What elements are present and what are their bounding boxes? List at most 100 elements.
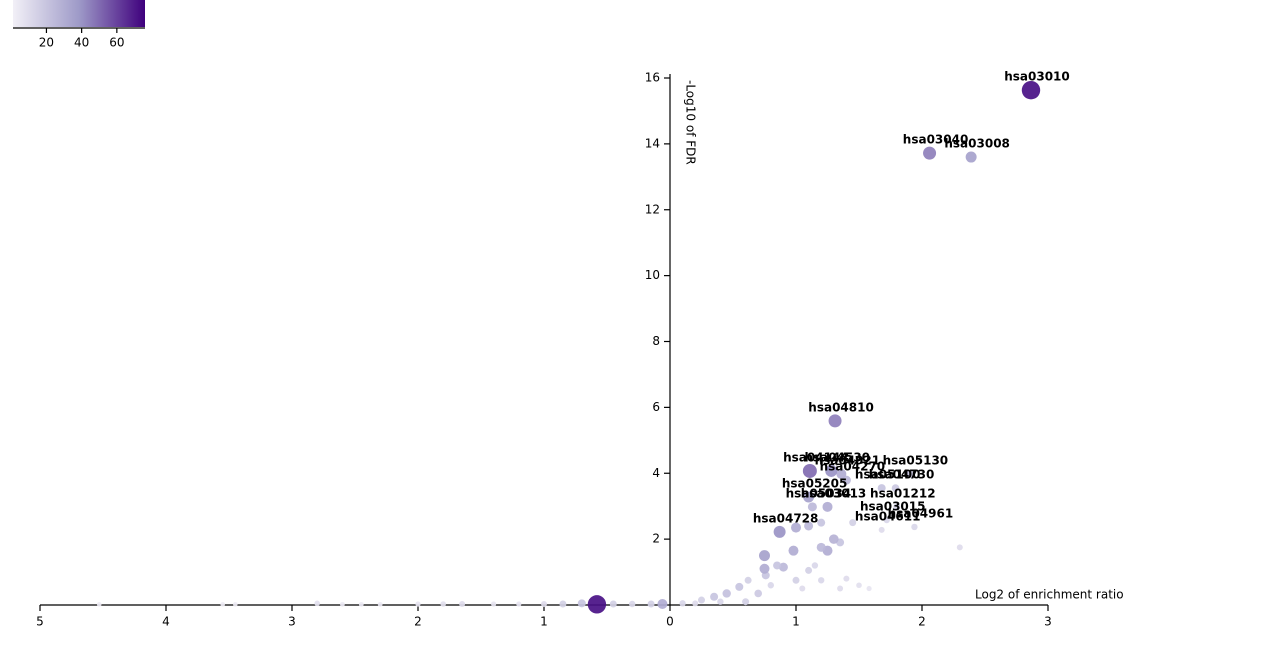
x-tick-label: 3: [288, 615, 296, 629]
point: [905, 469, 914, 478]
point: [836, 468, 847, 479]
point: [609, 600, 617, 608]
x-tick-label: 4: [162, 615, 170, 629]
x-tick-label: 5: [36, 615, 44, 629]
point: [541, 601, 547, 608]
y-tick-label: 8: [652, 334, 660, 348]
point-label: hsa03010: [1004, 70, 1070, 84]
point: [829, 534, 839, 544]
point: [828, 414, 842, 428]
point: [792, 576, 800, 584]
point: [807, 502, 817, 512]
y-tick-label: 2: [652, 532, 660, 546]
point: [717, 598, 724, 605]
point: [759, 550, 770, 562]
point: [710, 592, 719, 601]
point: [849, 519, 857, 527]
point: [923, 146, 937, 160]
point: [893, 503, 901, 511]
y-tick-label: 14: [645, 136, 660, 150]
x-tick-label: 2: [918, 615, 926, 629]
point: [825, 464, 838, 477]
point: [314, 600, 321, 607]
y-tick-label: 10: [645, 268, 660, 282]
point: [377, 601, 383, 607]
point: [837, 585, 844, 592]
colorbar: [13, 0, 145, 27]
point: [843, 575, 850, 582]
point: [805, 566, 813, 574]
y-tick-label: 6: [652, 400, 660, 414]
point: [491, 601, 497, 607]
colorbar-tick-label: 40: [74, 36, 89, 50]
point-label: hsa03013: [801, 486, 867, 500]
point-label: hsa04810: [808, 400, 874, 414]
point: [965, 151, 977, 163]
point-label: hsa04961: [888, 506, 954, 520]
point: [866, 585, 872, 592]
point: [799, 585, 806, 592]
y-tick-label: 4: [652, 466, 660, 480]
point: [657, 599, 668, 610]
point: [773, 525, 786, 538]
point-label: hsa04921: [815, 453, 881, 467]
colorbar-tick-label: 60: [109, 36, 124, 50]
x-axis-label: Log2 of enrichment ratio: [975, 588, 1124, 602]
point-label: hsa04144: [783, 450, 849, 464]
point: [754, 589, 762, 598]
point: [629, 600, 636, 608]
point: [340, 601, 345, 607]
colorbar-tick-label: 20: [39, 36, 54, 50]
point: [96, 602, 102, 607]
point: [816, 542, 826, 552]
point: [791, 522, 801, 533]
x-tick-label: 0: [666, 615, 674, 629]
point: [647, 600, 655, 608]
point: [358, 601, 364, 607]
point: [956, 544, 963, 551]
point: [878, 526, 885, 533]
x-tick-label: 1: [540, 615, 548, 629]
point-label: hsa03015: [860, 500, 926, 514]
x-tick-label: 2: [414, 615, 422, 629]
point-label: hsa04730: [869, 468, 935, 482]
point: [788, 545, 799, 556]
point-label: hsa05130: [883, 453, 949, 467]
point: [459, 601, 466, 608]
point: [891, 484, 900, 492]
point: [679, 600, 686, 607]
point: [773, 561, 782, 570]
y-tick-label: 12: [645, 202, 660, 216]
point: [877, 484, 886, 493]
point: [802, 463, 817, 478]
point: [220, 602, 225, 607]
point-label: hsa04611: [855, 509, 921, 523]
point: [735, 582, 744, 591]
point: [559, 600, 567, 608]
point: [744, 576, 752, 584]
point: [817, 518, 826, 527]
point-label: hsa04270: [820, 460, 886, 474]
point: [722, 589, 731, 598]
point-label: hsa03008: [944, 137, 1010, 151]
point: [692, 600, 699, 607]
point: [911, 523, 918, 531]
point-label: hsa04530: [805, 450, 871, 464]
x-tick-label: 1: [792, 615, 800, 629]
point: [767, 582, 774, 589]
y-axis-label: -Log10 of FDR: [684, 80, 698, 165]
point-label: hsa04728: [753, 511, 819, 525]
point: [856, 582, 862, 589]
point: [233, 602, 238, 607]
point: [1021, 80, 1041, 100]
point: [811, 562, 819, 569]
y-tick-label: 16: [645, 71, 660, 85]
point-label: hsa03040: [903, 133, 969, 147]
point: [804, 521, 814, 531]
point: [803, 491, 815, 503]
point-label: hsa05034: [786, 486, 852, 500]
point-label: hsa05205: [782, 476, 848, 490]
point: [742, 598, 750, 606]
point: [698, 596, 705, 604]
point: [577, 599, 586, 608]
